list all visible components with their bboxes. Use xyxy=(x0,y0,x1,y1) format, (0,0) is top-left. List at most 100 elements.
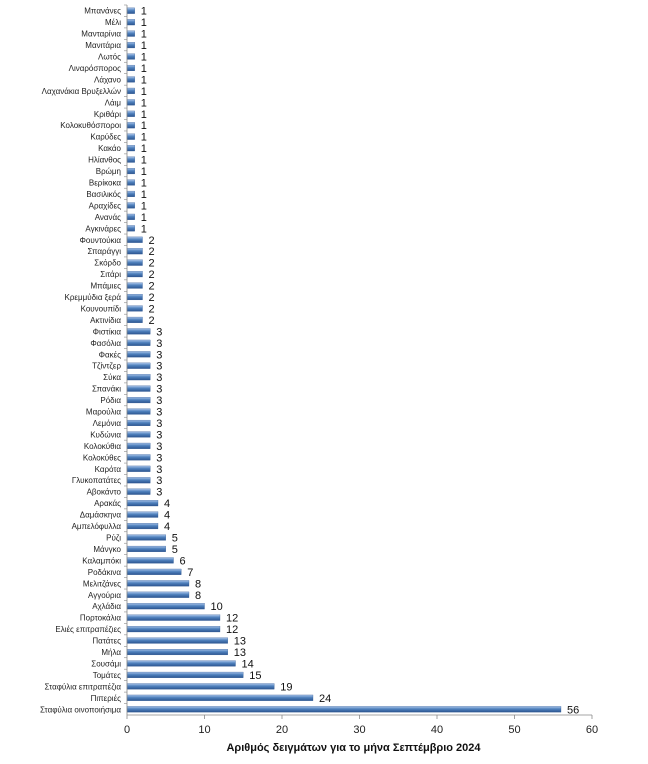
x-tick-label: 0 xyxy=(124,724,130,736)
data-label: 4 xyxy=(164,510,170,522)
y-tick-label: Λεμόνια xyxy=(93,419,122,428)
data-label: 3 xyxy=(156,452,162,464)
y-tick-label: Αμπελόφυλλα xyxy=(72,522,122,531)
data-label: 12 xyxy=(226,624,238,636)
data-label: 1 xyxy=(141,86,147,98)
y-tick-label: Σταφύλια οινοποιήσιμα xyxy=(40,705,121,714)
axes-layer: Μπανάνες Μέλι Μανταρίνια Μανιτάρια Λωτός Λινα… xyxy=(40,4,598,736)
data-label: 14 xyxy=(242,658,254,670)
data-label: 3 xyxy=(156,475,162,487)
bar xyxy=(126,294,143,301)
y-tick-label: Μέλι xyxy=(105,18,121,27)
y-tick-label: Αγγούρια xyxy=(88,591,121,600)
data-label: 1 xyxy=(141,166,147,178)
y-tick-label: Κολοκύθες xyxy=(83,453,121,462)
x-axis-title: Αριθμός δειγμάτων για το μήνα Σεπτέμβριο… xyxy=(226,742,481,754)
y-tick-label: Αγκινάρες xyxy=(85,224,121,233)
bar xyxy=(126,339,151,346)
data-label: 5 xyxy=(172,533,178,545)
data-label: 1 xyxy=(141,109,147,121)
bar xyxy=(126,42,135,49)
bar xyxy=(126,660,236,667)
data-label: 3 xyxy=(156,384,162,396)
bar xyxy=(126,454,151,461)
y-tick-label: Σουσάμι xyxy=(91,659,121,668)
y-tick-label: Μάνγκο xyxy=(93,545,121,554)
bar xyxy=(126,87,135,94)
bar xyxy=(126,626,221,633)
y-tick-label: Αρακάς xyxy=(94,499,121,508)
x-tick-label: 10 xyxy=(198,724,210,736)
data-label: 1 xyxy=(141,74,147,86)
y-tick-label: Βρώμη xyxy=(96,167,121,176)
data-label: 3 xyxy=(156,395,162,407)
y-tick-label: Μελιτζάνες xyxy=(83,579,121,588)
y-tick-label: Γλυκοπατάτες xyxy=(72,476,121,485)
data-label: 1 xyxy=(141,97,147,109)
y-tick-label: Ρύζι xyxy=(106,534,121,543)
y-tick-label: Κολοκυθόσποροι xyxy=(60,121,121,130)
y-tick-label: Σύκα xyxy=(103,373,121,382)
y-tick-label: Μαρούλια xyxy=(86,408,121,417)
bar xyxy=(126,145,135,152)
y-tick-label: Λάχανο xyxy=(94,75,122,84)
data-label: 3 xyxy=(156,441,162,453)
bar xyxy=(126,271,143,278)
data-label: 2 xyxy=(149,281,155,293)
bar xyxy=(126,419,151,426)
data-label: 1 xyxy=(141,52,147,64)
data-label: 24 xyxy=(319,693,331,705)
bar xyxy=(126,259,143,266)
data-label: 1 xyxy=(141,223,147,235)
bar xyxy=(126,351,151,358)
y-tick-label: Τομάτες xyxy=(93,671,121,680)
bar xyxy=(126,500,159,507)
bar xyxy=(126,591,190,598)
bar xyxy=(126,76,135,83)
bar xyxy=(126,649,228,656)
y-tick-label: Φιστίκια xyxy=(93,327,122,336)
y-tick-label: Κριθάρι xyxy=(94,110,121,119)
data-label: 56 xyxy=(567,704,579,716)
data-label: 3 xyxy=(156,338,162,350)
data-label: 1 xyxy=(141,63,147,75)
bar xyxy=(126,7,135,14)
data-label: 4 xyxy=(164,521,170,533)
data-label: 1 xyxy=(141,40,147,52)
y-tick-label: Πιπεριές xyxy=(91,694,122,703)
data-label: 2 xyxy=(149,235,155,247)
y-tick-label: Βασιλικός xyxy=(86,190,121,199)
bar xyxy=(126,580,190,587)
data-label: 13 xyxy=(234,647,246,659)
data-label: 3 xyxy=(156,487,162,499)
y-tick-label: Αχλάδια xyxy=(92,602,121,611)
bar xyxy=(126,397,151,404)
data-label: 3 xyxy=(156,418,162,430)
bar xyxy=(126,534,166,541)
data-label: 15 xyxy=(249,670,261,682)
bar xyxy=(126,282,143,289)
y-tick-label: Λάιμ xyxy=(105,98,122,107)
y-tick-label: Κουνουπίδι xyxy=(81,304,122,313)
x-tick-label: 60 xyxy=(586,724,598,736)
bar xyxy=(126,213,135,220)
y-tick-label: Σπαράγγι xyxy=(87,247,121,256)
data-label: 8 xyxy=(195,590,201,602)
bar xyxy=(126,19,135,26)
bar xyxy=(126,248,143,255)
y-tick-label: Αβοκάντο xyxy=(87,488,122,497)
data-label: 3 xyxy=(156,349,162,361)
data-label: 3 xyxy=(156,429,162,441)
data-label: 2 xyxy=(149,258,155,270)
x-tick-label: 50 xyxy=(508,724,520,736)
y-tick-label: Ρόδια xyxy=(100,396,121,405)
y-tick-label: Κρεμμύδια ξερά xyxy=(65,293,122,302)
bar xyxy=(126,328,151,335)
bar xyxy=(126,545,166,552)
bar xyxy=(126,122,135,129)
bar xyxy=(126,225,135,232)
bar xyxy=(126,431,151,438)
y-tick-label: Μπανάνες xyxy=(84,7,121,16)
y-tick-label: Τζίντζερ xyxy=(92,362,121,371)
